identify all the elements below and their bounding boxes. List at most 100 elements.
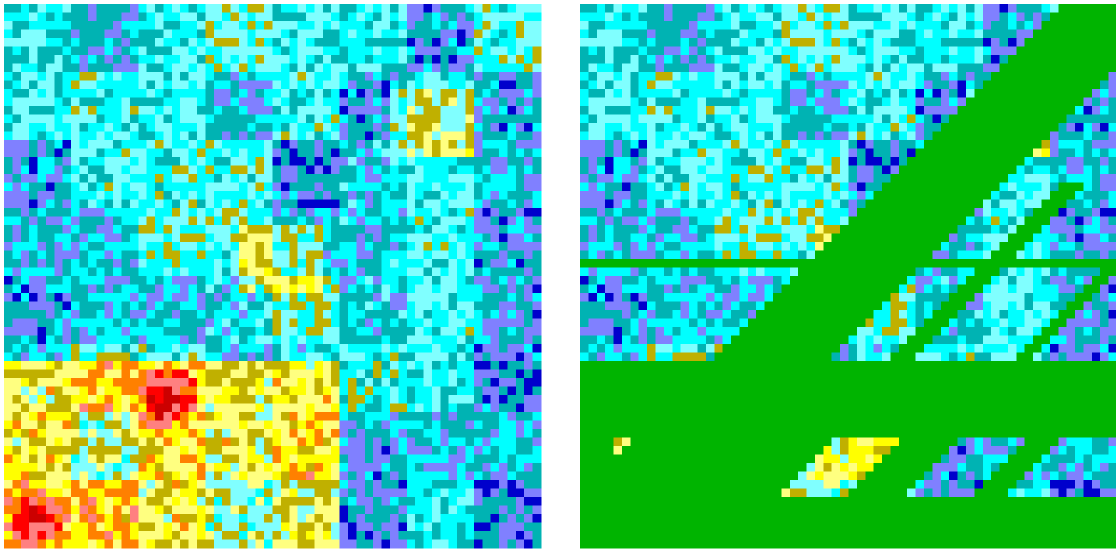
cell — [532, 378, 542, 387]
cell — [238, 284, 248, 294]
cell — [297, 114, 307, 124]
cell — [482, 463, 492, 472]
cell — [339, 191, 349, 200]
cell — [222, 80, 232, 90]
cell — [20, 233, 30, 243]
cell — [499, 454, 508, 464]
cell — [213, 378, 223, 387]
cell — [364, 301, 374, 311]
cell — [314, 386, 324, 396]
cell — [482, 106, 492, 115]
cell — [196, 89, 206, 98]
cell — [20, 454, 30, 464]
cell — [423, 378, 433, 387]
cell — [406, 488, 416, 498]
cell — [121, 123, 131, 132]
cell — [747, 80, 757, 90]
cell — [621, 97, 631, 107]
cell — [423, 369, 433, 379]
cell — [45, 114, 55, 124]
cell — [364, 72, 374, 81]
cell — [415, 242, 425, 251]
cell — [339, 63, 349, 73]
cell — [1108, 89, 1116, 98]
cell — [138, 395, 148, 404]
cell — [280, 140, 290, 149]
cell — [280, 480, 290, 489]
cell — [415, 182, 425, 192]
cell — [62, 301, 72, 311]
cell — [37, 114, 47, 124]
cell — [339, 267, 349, 277]
cell — [356, 463, 366, 472]
cell — [1108, 12, 1116, 22]
cell — [482, 259, 492, 268]
cell — [297, 395, 307, 404]
cell — [196, 199, 206, 209]
cell — [188, 80, 198, 90]
cell — [297, 80, 307, 90]
cell — [129, 208, 139, 217]
cell — [431, 412, 441, 421]
cell — [230, 216, 240, 226]
cell — [306, 412, 315, 421]
cell — [448, 157, 458, 166]
cell — [406, 522, 416, 532]
cell — [714, 106, 724, 115]
cell — [146, 63, 156, 73]
cell — [465, 446, 475, 455]
cell — [940, 89, 950, 98]
cell — [4, 55, 13, 64]
cell — [1041, 46, 1051, 56]
cell — [29, 267, 39, 277]
cell — [381, 361, 391, 370]
cell — [389, 505, 399, 515]
cell — [431, 225, 441, 234]
cell — [155, 531, 164, 540]
cell — [20, 539, 30, 549]
cell — [247, 97, 257, 107]
cell — [389, 38, 399, 47]
cell — [672, 89, 682, 98]
cell — [940, 114, 950, 124]
cell — [322, 437, 332, 447]
cell — [406, 72, 416, 81]
cell — [272, 140, 282, 149]
cell — [415, 539, 425, 549]
cell — [306, 522, 315, 532]
cell — [915, 12, 925, 22]
cell — [71, 267, 81, 277]
cell — [507, 454, 517, 464]
cell — [473, 29, 483, 39]
cell — [213, 157, 223, 166]
cell — [490, 378, 500, 387]
cell — [247, 21, 257, 30]
cell — [1058, 55, 1068, 64]
cell — [104, 429, 114, 438]
cell — [247, 403, 257, 413]
cell — [20, 165, 30, 175]
cell — [356, 225, 366, 234]
cell — [129, 12, 139, 22]
cell — [890, 38, 900, 47]
cell — [431, 131, 441, 141]
cell — [814, 114, 824, 124]
cell — [272, 488, 282, 498]
cell — [247, 276, 257, 285]
cell — [482, 29, 492, 39]
cell — [389, 293, 399, 302]
cell — [689, 21, 698, 30]
cell — [515, 131, 525, 141]
cell — [580, 46, 589, 56]
cell — [188, 29, 198, 39]
cell — [747, 89, 757, 98]
cell — [697, 80, 707, 90]
cell — [364, 148, 374, 158]
cell — [331, 182, 341, 192]
cell — [482, 420, 492, 430]
cell — [230, 293, 240, 302]
cell — [364, 284, 374, 294]
cell — [264, 12, 273, 22]
cell — [205, 259, 215, 268]
cell — [96, 293, 106, 302]
